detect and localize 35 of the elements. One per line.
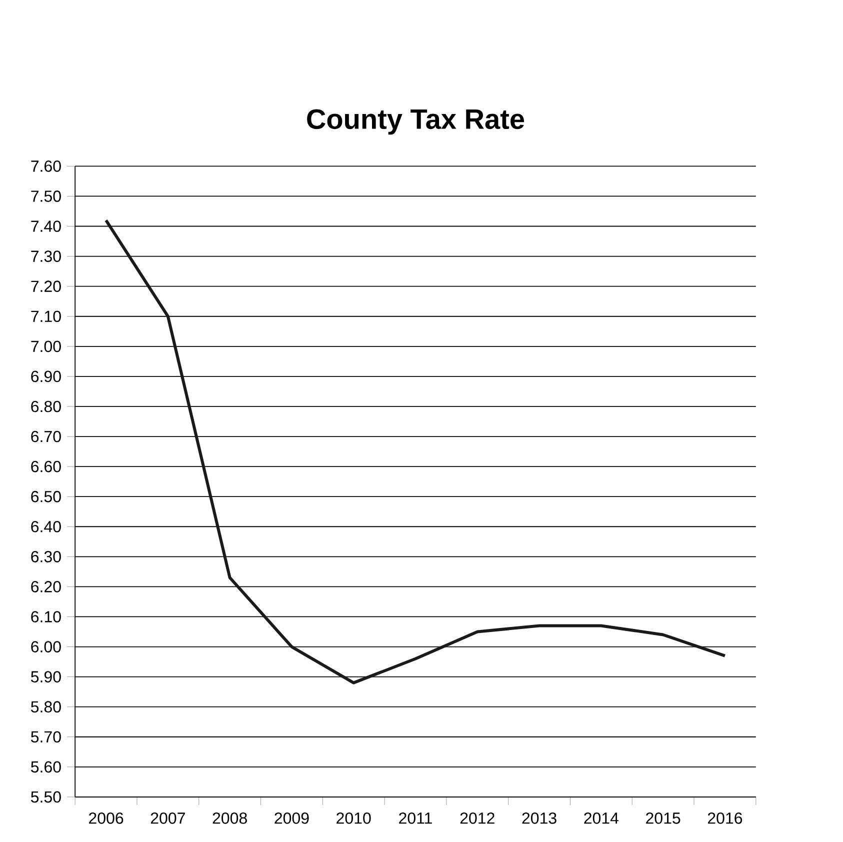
y-tick-label: 6.60 (31, 460, 61, 472)
x-tick-label: 2006 (89, 812, 124, 824)
y-tick-label: 7.00 (31, 340, 61, 352)
y-tick-label: 6.30 (31, 550, 61, 562)
y-tick-label: 7.40 (31, 220, 61, 232)
x-tick-label: 2009 (274, 812, 309, 824)
y-tick-label: 7.10 (31, 310, 61, 322)
y-tick-label: 5.50 (31, 791, 61, 803)
line-series (104, 218, 726, 684)
x-tick-label: 2014 (584, 812, 619, 824)
y-tick-label: 6.00 (31, 641, 61, 652)
x-tick-label: 2010 (336, 812, 371, 824)
y-tick-label: 6.90 (31, 370, 61, 382)
x-tick-label: 2016 (708, 812, 742, 824)
y-tick-label: 5.90 (31, 671, 61, 682)
y-tick-label: 5.70 (31, 731, 61, 743)
x-tick-label: 2008 (212, 812, 247, 824)
x-tick-label: 2015 (646, 812, 680, 824)
y-tick-label: 6.50 (31, 490, 61, 502)
chart-title: County Tax Rate (307, 109, 524, 135)
y-tick-label: 5.80 (31, 701, 61, 713)
y-tick-label: 6.80 (31, 400, 61, 412)
y-tick-label: 6.40 (31, 520, 61, 532)
x-tick-label: 2013 (522, 812, 556, 824)
y-tick-label: 6.20 (31, 581, 61, 592)
x-tick-label: 2012 (460, 812, 494, 824)
y-tick-label: 7.30 (31, 250, 61, 262)
y-tick-label: 6.70 (31, 430, 61, 442)
y-tick-label: 7.60 (31, 160, 61, 172)
x-tick-label: 2011 (399, 812, 432, 824)
y-tick-label: 7.20 (31, 280, 61, 292)
y-tick-label: 5.60 (31, 761, 61, 773)
x-tick-label: 2007 (150, 812, 185, 824)
y-tick-label: 7.50 (31, 190, 61, 202)
y-tick-label: 6.10 (31, 611, 61, 622)
